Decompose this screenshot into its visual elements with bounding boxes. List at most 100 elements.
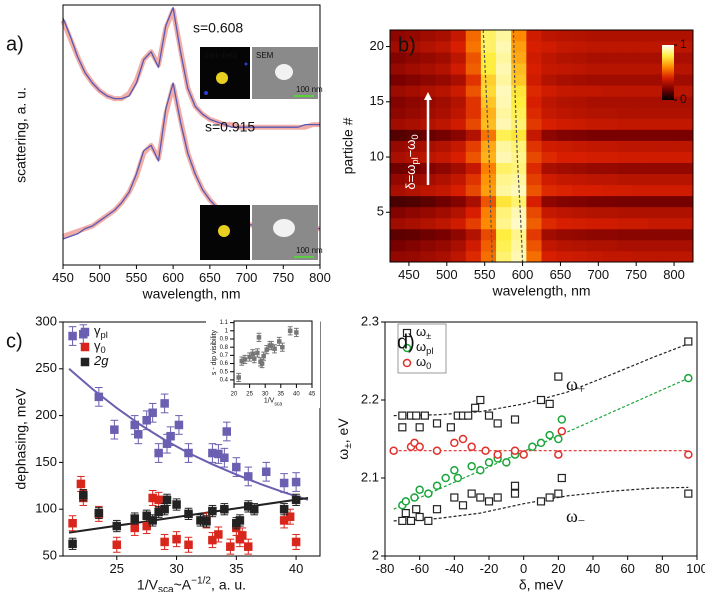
y-tick-label: 0.7 (220, 353, 229, 359)
heatmap-cell (662, 162, 679, 175)
heatmap-cell (541, 107, 558, 119)
heatmap-cell (647, 107, 664, 119)
heatmap-cell (586, 107, 603, 119)
x-tick-label: 25 (246, 392, 253, 398)
heatmap-cell (662, 140, 679, 152)
heatmap-cell (571, 140, 588, 152)
heatmap-cell (677, 63, 694, 75)
heatmap-cell (450, 30, 467, 42)
heatmap-cell (480, 63, 497, 75)
heatmap-cell (677, 151, 694, 163)
heatmap-cell (390, 140, 406, 152)
marker (287, 328, 293, 334)
heatmap-cell (511, 151, 527, 163)
heatmap-cell (480, 173, 497, 186)
heatmap-cell (450, 118, 467, 130)
marker (276, 339, 282, 344)
y-tick-label: 20 (370, 38, 384, 53)
heatmap-cell (556, 195, 573, 208)
heatmap-cell (450, 195, 467, 208)
heatmap-cell (390, 96, 406, 108)
heatmap-cell (556, 41, 573, 53)
heatmap-cell (496, 250, 512, 263)
marker (401, 509, 410, 518)
heatmap-cell (617, 85, 633, 97)
heatmap-cell (662, 107, 679, 119)
heatmap-cell (390, 206, 406, 219)
particle-glow (204, 91, 208, 95)
heatmap-cell (496, 41, 512, 53)
heatmap-cell (420, 239, 436, 252)
heatmap-cell (571, 118, 588, 130)
marker (291, 477, 301, 487)
heatmap-cell (541, 206, 558, 219)
heatmap-cell (632, 250, 648, 263)
heatmap-cell (602, 63, 618, 75)
heatmap-cell (617, 96, 633, 108)
heatmap-cell (450, 206, 467, 219)
heatmap-cell (511, 129, 527, 141)
heatmap-cell (511, 195, 527, 208)
marker (160, 537, 169, 547)
y-tick-label: 300 (35, 313, 57, 328)
marker (236, 375, 241, 380)
heatmap-cell (435, 41, 451, 53)
marker (220, 504, 229, 514)
heatmap-cell (435, 52, 451, 64)
marker (528, 442, 537, 452)
heatmap-cell (435, 250, 451, 263)
marker (252, 356, 257, 361)
heatmap-cell (617, 173, 633, 186)
heatmap-cell (420, 52, 436, 64)
heatmap-cell (511, 41, 527, 53)
marker (401, 497, 411, 506)
heatmap-cell (662, 30, 679, 42)
marker (467, 442, 476, 452)
y-axis-label: ω±, eV (335, 418, 354, 460)
text-part: , eV (335, 418, 351, 444)
marker (174, 420, 184, 430)
x-tick-label: 45 (309, 392, 316, 398)
heatmap-cell (541, 30, 558, 42)
marker (112, 521, 122, 531)
spectrum-line (62, 6, 320, 128)
x-tick-label: 450 (398, 267, 420, 282)
colorbar-tick-label: 1 (680, 37, 687, 51)
heatmap-cell (586, 30, 603, 42)
marker (68, 518, 77, 528)
marker (226, 542, 235, 551)
marker (557, 473, 566, 483)
heatmap-cell (662, 96, 679, 108)
heatmap-cell (586, 162, 603, 175)
text-part: ~A (174, 576, 192, 592)
text-part: ω (335, 449, 351, 460)
marker (554, 434, 563, 444)
x-tick-label: 80 (655, 561, 669, 576)
plot-frame (62, 4, 321, 266)
heatmap-cell (647, 63, 664, 75)
particle-glow (216, 72, 228, 84)
heatmap-cell (556, 129, 573, 141)
marker (68, 539, 77, 549)
plot-frame (233, 320, 313, 385)
heatmap-cell (541, 184, 558, 197)
marker (536, 395, 546, 405)
heatmap-cell (420, 250, 436, 263)
heatmap-cell (617, 41, 633, 53)
text-part: δ=ω (403, 165, 418, 190)
heatmap-cell (526, 74, 542, 86)
heatmap-cell (556, 217, 573, 230)
marker (166, 431, 175, 441)
heatmap-cell (420, 85, 436, 97)
x-tick-label: 500 (436, 267, 458, 282)
marker (162, 439, 172, 448)
heatmap-cell (450, 140, 467, 152)
heatmap-cell (556, 85, 573, 97)
heatmap-cell (632, 74, 648, 86)
annotation: SEM (256, 51, 274, 60)
heatmap-cell (465, 173, 482, 186)
heatmap-cell (465, 140, 482, 152)
y-tick-label: 2 (372, 547, 379, 562)
x-tick-label: 40 (289, 561, 303, 576)
heatmap-cell (496, 30, 512, 42)
